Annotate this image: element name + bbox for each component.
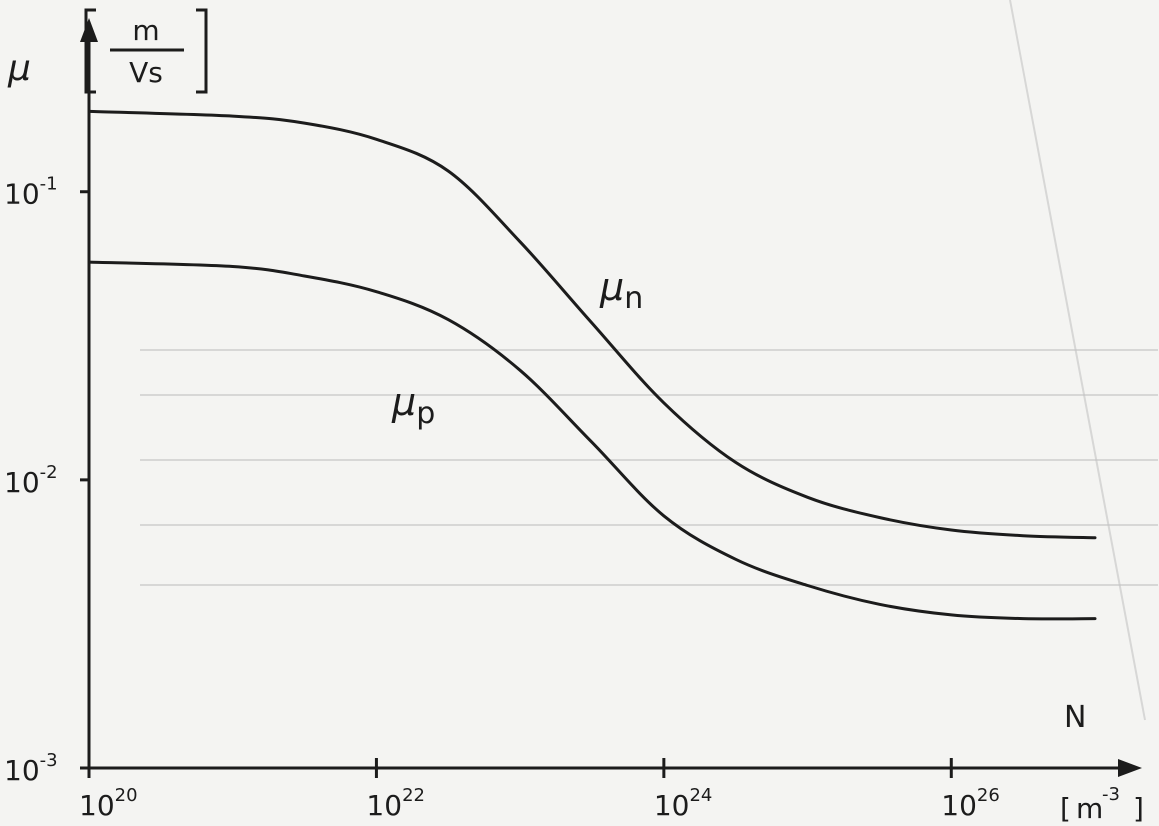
series-labels: μn μp (391, 265, 643, 431)
series-line-p (87, 260, 1097, 621)
x-tick-label: 1022 (366, 785, 425, 822)
y-axis-arrow (80, 18, 98, 42)
y-axis-label: μ (7, 48, 31, 89)
series-label-n: μn (599, 265, 643, 316)
x-unit-exponent: -3 (1102, 784, 1120, 805)
x-unit-base: m (1076, 792, 1103, 825)
x-axis-arrow (1118, 759, 1142, 777)
y-axis-unit: m Vs (84, 8, 208, 94)
series-curves (87, 109, 1097, 621)
x-tick-label: 1020 (79, 785, 138, 822)
y-tick-label: 10-3 (4, 750, 58, 787)
x-axis-label: N (1064, 700, 1086, 735)
axis-ticks: 1020 1022 1024 1026 10-1 10-2 10-3 (4, 174, 1000, 822)
x-tick-label: 1024 (654, 785, 713, 822)
x-axis-unit: [ m -3 ] (1060, 784, 1144, 825)
x-tick-label: 1026 (941, 785, 1000, 822)
x-unit-open-bracket: [ (1060, 792, 1071, 825)
y-tick-label: 10-2 (4, 462, 58, 499)
series-line-n (87, 109, 1097, 540)
series-label-p: μp (391, 380, 435, 431)
x-unit-close-bracket: ] (1133, 792, 1144, 825)
bleed-through-texture (140, 0, 1158, 721)
y-unit-denominator: Vs (129, 56, 163, 89)
y-tick-label: 10-1 (4, 174, 58, 211)
y-unit-numerator: m (132, 14, 159, 47)
